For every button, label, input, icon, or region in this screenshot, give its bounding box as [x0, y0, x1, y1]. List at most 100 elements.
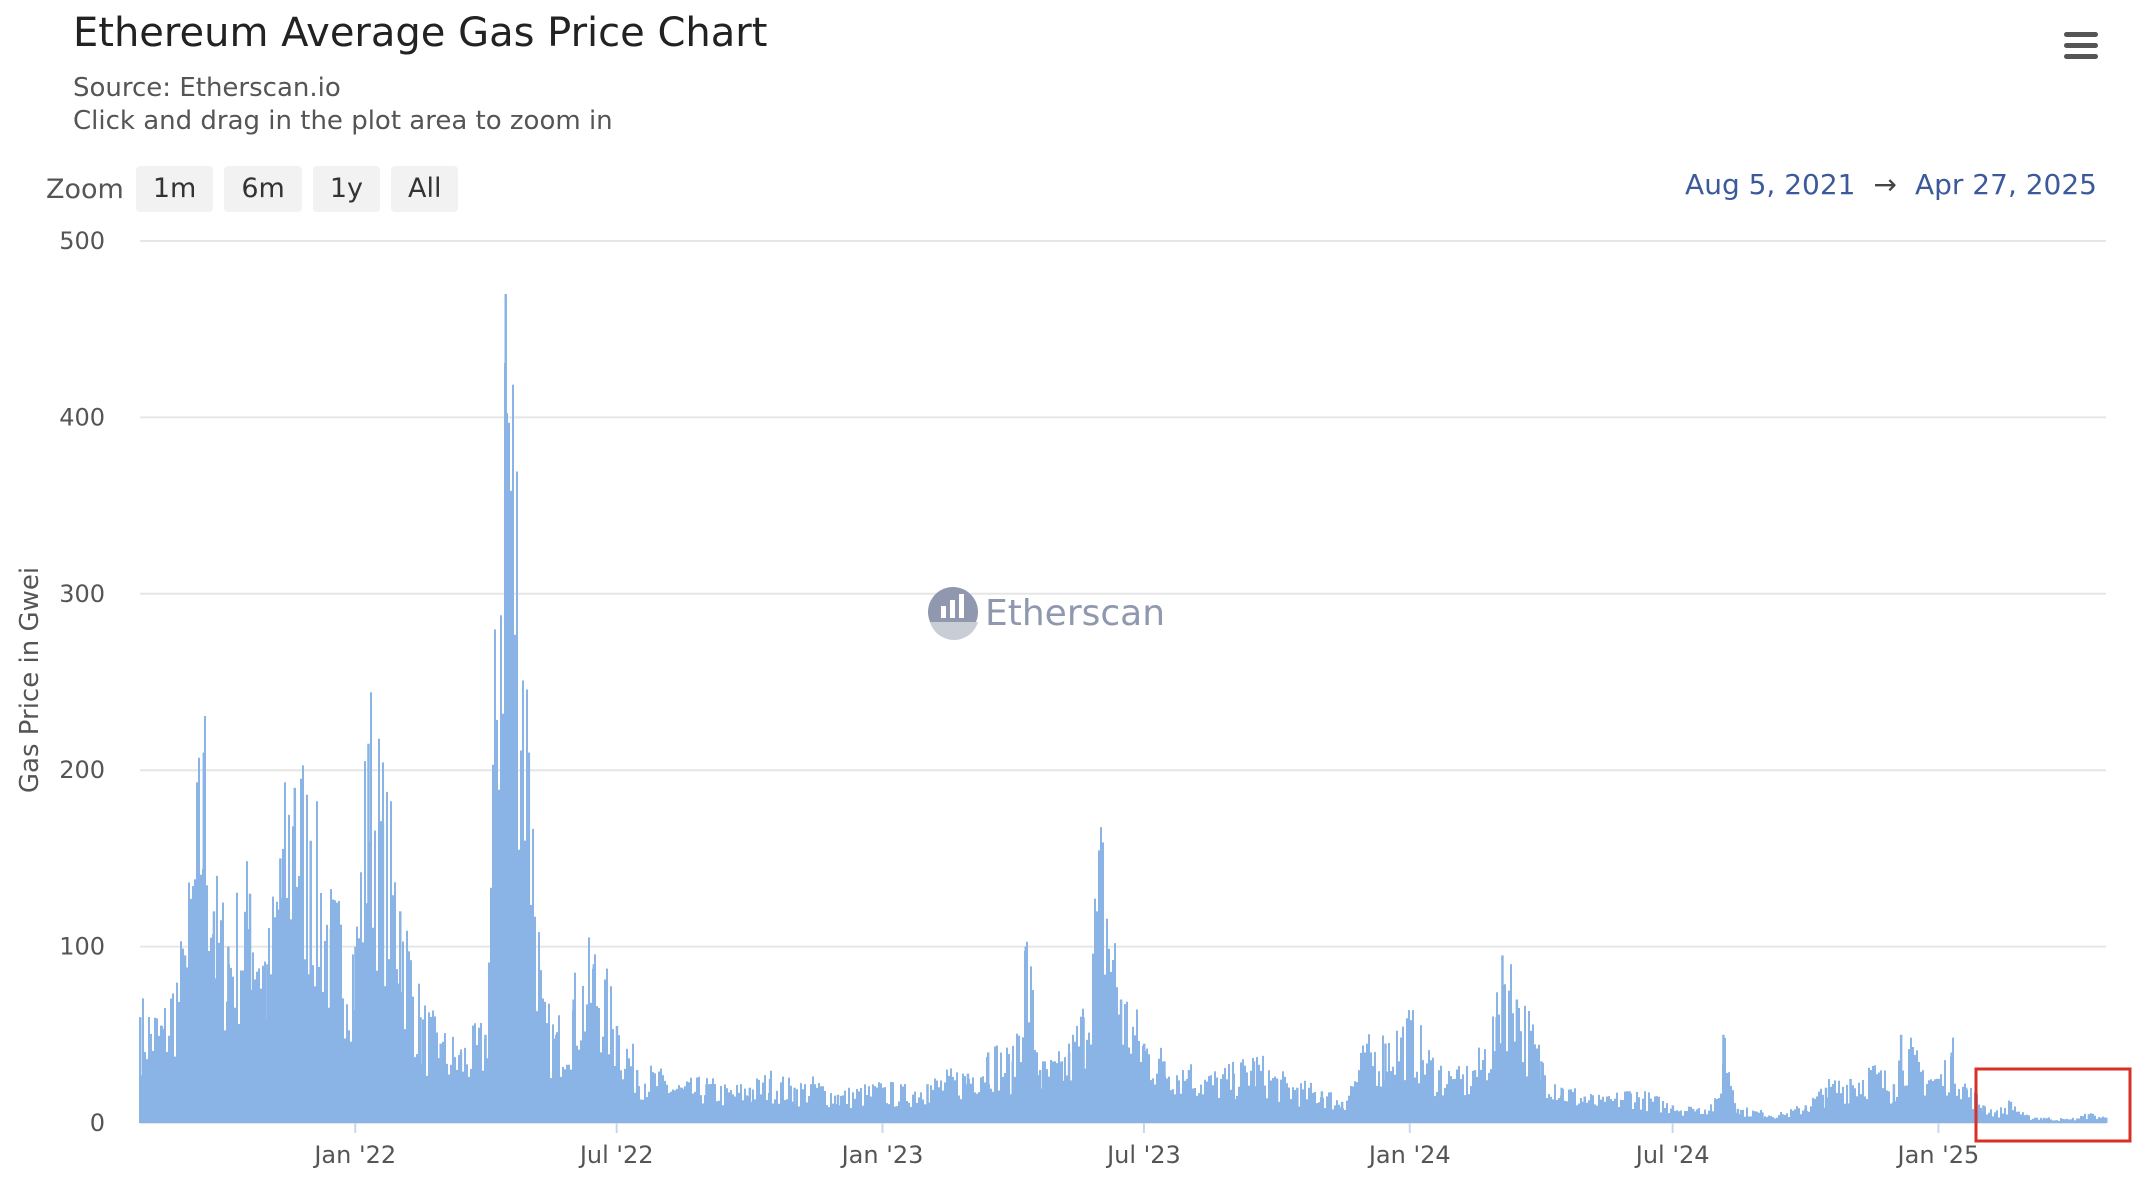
gas-price-peak-bar — [1473, 1070, 1477, 1123]
gas-price-bar — [268, 927, 270, 1123]
gas-price-bar — [1480, 1069, 1482, 1123]
gas-price-bar — [1948, 1092, 1950, 1123]
gas-price-bar — [652, 1072, 654, 1123]
zoom-1y-button[interactable]: 1y — [312, 166, 380, 212]
gas-price-bar — [1654, 1096, 1656, 1123]
gas-price-bar — [1866, 1099, 1868, 1123]
gas-price-bar — [1642, 1098, 1644, 1123]
gas-price-bar — [1846, 1084, 1848, 1123]
gas-price-bar — [246, 861, 248, 1123]
zoom-hint-text: Click and drag in the plot area to zoom … — [73, 106, 613, 136]
gas-price-bar — [672, 1089, 674, 1123]
gas-price-bar — [1380, 1086, 1382, 1123]
gas-price-peak-bar — [615, 1025, 619, 1123]
gas-price-bar — [402, 941, 404, 1123]
gas-price-bar — [1382, 1035, 1384, 1123]
gas-price-bar — [1278, 1101, 1280, 1123]
gas-price-bar — [1706, 1114, 1708, 1123]
gas-price-bar — [1898, 1060, 1900, 1123]
gas-price-bar — [1532, 1024, 1534, 1123]
gas-price-bar — [298, 875, 300, 1123]
gas-price-bar — [1520, 1031, 1522, 1123]
gas-price-bar — [692, 1093, 694, 1123]
gas-price-bar — [1550, 1096, 1552, 1123]
gas-price-bar — [784, 1100, 786, 1123]
gas-price-bar — [2062, 1118, 2064, 1123]
gas-price-bar — [1666, 1103, 1668, 1123]
gas-price-bar — [468, 1076, 470, 1123]
range-from-input[interactable]: Aug 5, 2021 — [1685, 168, 1856, 201]
gas-price-bar — [1226, 1079, 1228, 1123]
gas-price-bar — [1490, 1069, 1492, 1123]
gas-price-bar — [1998, 1117, 2000, 1123]
gas-price-bar — [1588, 1100, 1590, 1123]
zoom-1m-button[interactable]: 1m — [135, 166, 214, 212]
gas-price-bar — [1324, 1108, 1326, 1123]
gas-price-bar — [900, 1084, 902, 1123]
gas-price-bar — [1482, 1060, 1484, 1123]
chart-title: Ethereum Average Gas Price Chart — [73, 10, 768, 56]
gas-price-bar — [334, 900, 336, 1123]
gas-price-bar — [2052, 1120, 2054, 1123]
gas-price-bar — [964, 1076, 966, 1123]
gas-price-bar — [1306, 1099, 1308, 1123]
gas-price-bar — [1614, 1098, 1616, 1123]
gas-price-bar — [1968, 1097, 1970, 1123]
gas-price-bar — [1246, 1072, 1248, 1123]
gas-price-bar — [1336, 1100, 1338, 1123]
gas-price-bar — [336, 902, 338, 1123]
gas-price-peak-bar — [399, 911, 402, 1123]
gas-price-peak-bar — [946, 1078, 949, 1123]
gas-price-bar — [638, 1086, 640, 1123]
range-to-input[interactable]: Apr 27, 2025 — [1914, 168, 2097, 201]
gas-price-bar — [206, 885, 208, 1123]
gas-price-bar — [552, 1024, 554, 1123]
gas-price-bar — [1478, 1047, 1480, 1123]
gas-price-bar — [1980, 1107, 1982, 1123]
gas-price-bar — [234, 1007, 236, 1123]
gas-price-peak-bar — [926, 1084, 929, 1123]
gas-price-bar — [260, 988, 262, 1123]
gas-price-bar — [1776, 1117, 1778, 1123]
gas-price-peak-bar — [381, 823, 385, 1123]
gas-price-bar — [1786, 1113, 1788, 1123]
gas-price-bar — [1712, 1111, 1714, 1123]
gas-price-bar — [516, 471, 518, 1123]
gas-price-bar — [1858, 1082, 1860, 1123]
zoom-6m-button[interactable]: 6m — [224, 166, 302, 212]
gas-price-bar — [1150, 1080, 1152, 1123]
gas-price-bar — [1156, 1073, 1158, 1123]
gas-price-bar — [674, 1090, 676, 1123]
gas-price-peak-bar — [1320, 1091, 1324, 1123]
gas-price-bar — [586, 1004, 588, 1123]
gas-price-bar — [884, 1087, 886, 1123]
gas-price-bar — [756, 1078, 758, 1123]
gas-price-peak-bar — [1937, 1078, 1940, 1123]
gas-price-bar — [1790, 1109, 1792, 1123]
hamburger-menu-icon[interactable] — [2060, 28, 2100, 64]
gas-price-bar — [1836, 1092, 1838, 1123]
gas-price-bar — [1368, 1034, 1370, 1123]
gas-price-bar — [1078, 1046, 1080, 1123]
gas-price-bar — [1346, 1100, 1348, 1123]
zoom-all-button[interactable]: All — [390, 166, 459, 212]
gas-price-bar — [1638, 1097, 1640, 1123]
gas-price-bar — [1242, 1059, 1244, 1123]
gas-price-bar — [2060, 1118, 2062, 1123]
gas-price-bar — [1014, 1076, 1016, 1123]
gas-price-bar — [2020, 1114, 2022, 1123]
gas-price-bar — [1680, 1110, 1682, 1123]
gas-price-bar — [2096, 1119, 2098, 1123]
gas-price-bar — [536, 1011, 538, 1123]
gas-price-bar — [220, 920, 222, 1123]
gas-price-bar — [1544, 1075, 1546, 1123]
gas-price-bar — [1908, 1049, 1910, 1123]
gas-price-bar — [1272, 1078, 1274, 1123]
gas-price-bar — [1218, 1097, 1220, 1123]
gas-price-bar — [1890, 1103, 1892, 1123]
gas-price-bar — [154, 1017, 156, 1123]
gas-price-bar — [1444, 1087, 1446, 1123]
gas-price-bar — [998, 1090, 1000, 1123]
gas-price-bar — [1370, 1052, 1372, 1123]
